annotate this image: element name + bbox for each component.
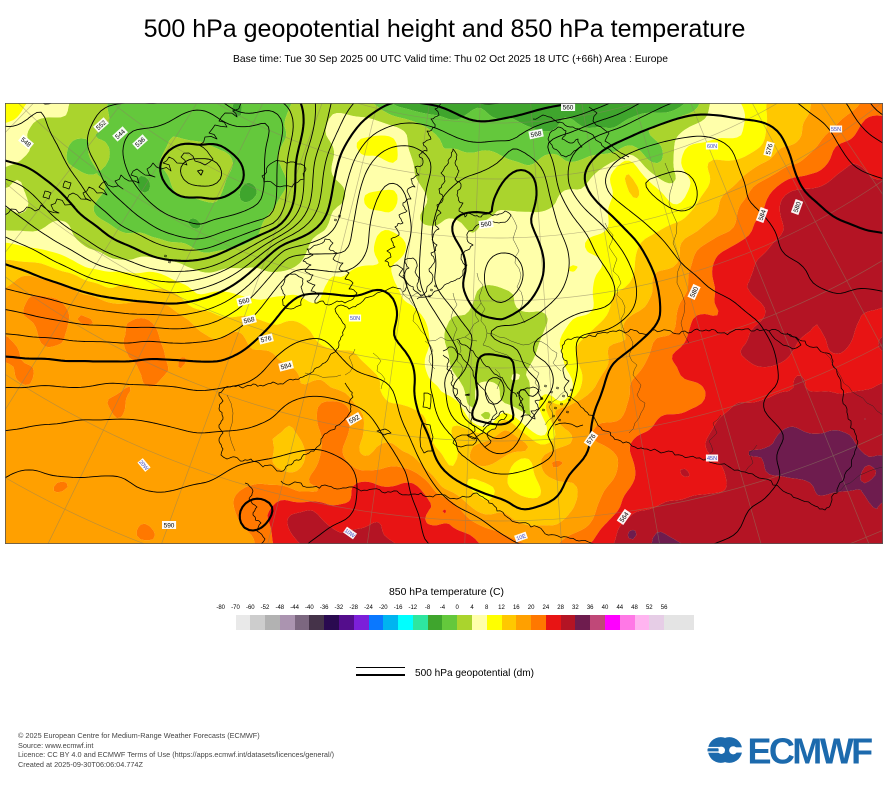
svg-text:580: 580 <box>793 201 803 214</box>
svg-text:60N: 60N <box>707 144 717 150</box>
svg-text:580: 580 <box>689 286 700 299</box>
svg-text:560: 560 <box>238 297 251 307</box>
svg-text:50N: 50N <box>350 316 360 322</box>
svg-text:560: 560 <box>563 104 574 111</box>
svg-text:584: 584 <box>280 362 293 372</box>
svg-text:592: 592 <box>348 414 361 426</box>
svg-text:ECMWF: ECMWF <box>748 731 873 770</box>
svg-text:568: 568 <box>243 316 256 326</box>
svg-text:10E: 10E <box>516 533 528 542</box>
svg-text:55N: 55N <box>831 127 841 133</box>
svg-text:560: 560 <box>480 221 492 229</box>
svg-text:576: 576 <box>260 335 273 345</box>
svg-text:576: 576 <box>765 143 775 156</box>
svg-text:584: 584 <box>758 209 768 222</box>
svg-text:590: 590 <box>164 522 175 529</box>
svg-text:45N: 45N <box>707 456 717 462</box>
svg-text:568: 568 <box>530 130 542 139</box>
svg-text:10W: 10W <box>343 528 356 540</box>
